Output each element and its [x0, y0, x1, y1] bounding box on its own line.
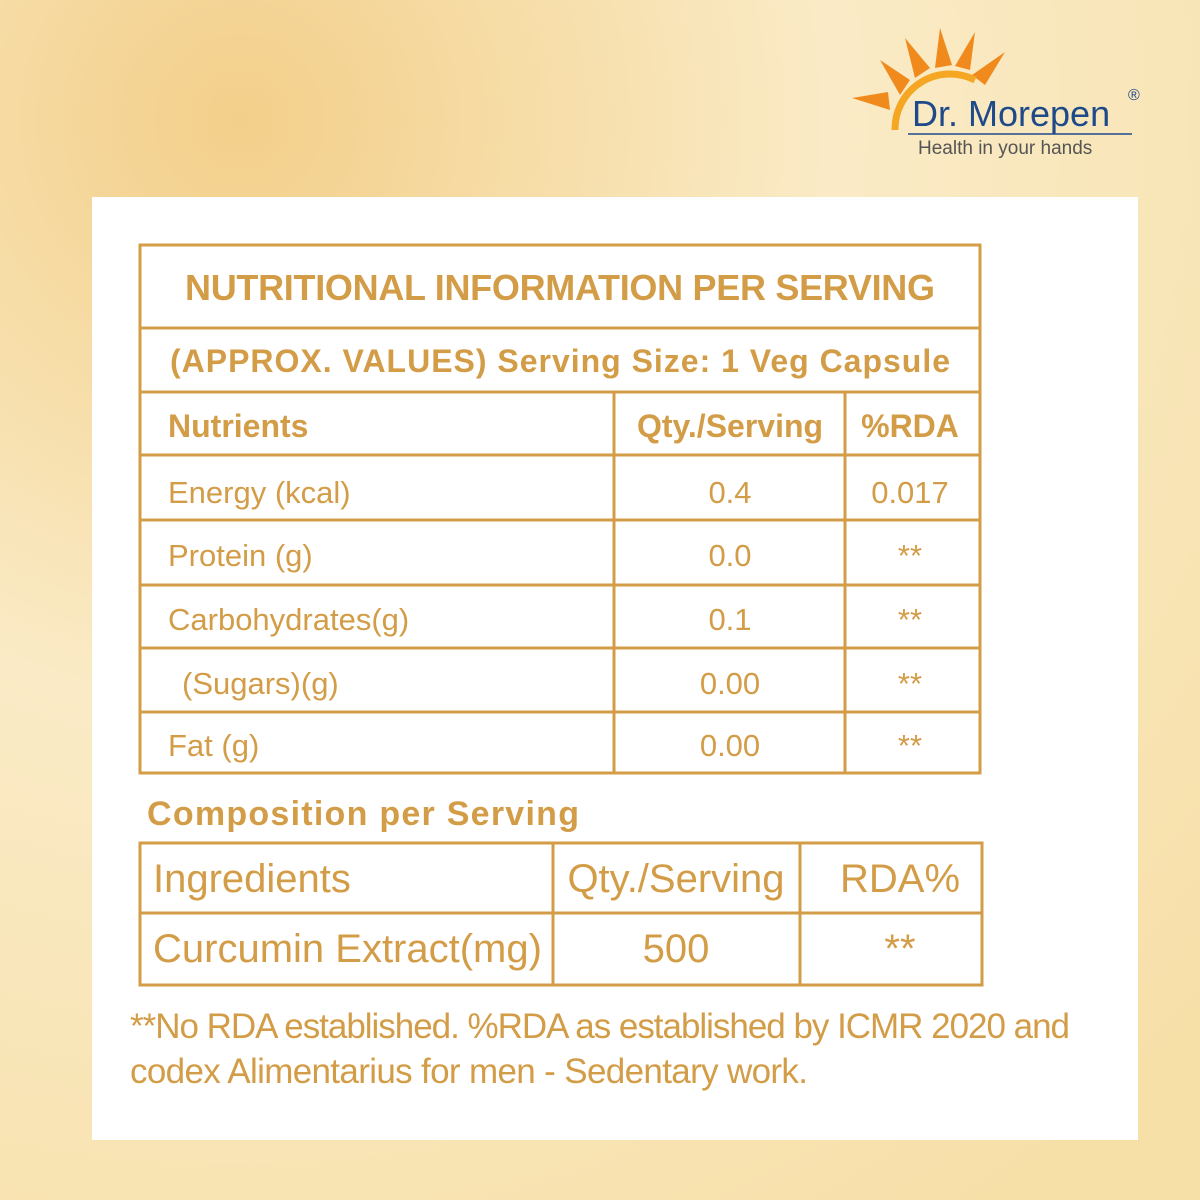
footnote-line: **No RDA established. %RDA as establishe… [130, 1007, 1070, 1046]
registered-mark: ® [1128, 87, 1140, 104]
header-cell: Nutrients [168, 408, 308, 444]
composition-title: Composition per Serving [147, 795, 579, 833]
cell: 0.00 [700, 728, 760, 763]
cell: 0.017 [871, 475, 949, 510]
cell: Protein (g) [168, 538, 313, 573]
cell: Curcumin Extract(mg) [153, 927, 542, 971]
header-cell: Qty./Serving [567, 857, 784, 901]
header-cell: Qty./Serving [637, 408, 823, 444]
cell: Fat (g) [168, 728, 259, 763]
nutrition-subtitle: (APPROX. VALUES) Serving Size: 1 Veg Cap… [170, 343, 950, 379]
cell: 0.0 [708, 538, 751, 573]
table-rules [140, 843, 982, 985]
table-border [138, 243, 982, 775]
cell: ** [884, 927, 915, 971]
logo: Dr. Morepen ® Health in your hands [852, 28, 1140, 159]
cell: Energy (kcal) [168, 475, 351, 510]
footnote-line: codex Alimentarius for men - Sedentary w… [130, 1052, 808, 1091]
nutrition-cells: Nutrients Qty./Serving %RDA Energy (kcal) 0.… [168, 408, 959, 763]
header-cell: Ingredients [153, 857, 351, 901]
cell: Carbohydrates(g) [168, 602, 409, 637]
cell: 0.4 [708, 475, 751, 510]
nutrition-table: NUTRITIONAL INFORMATION PER SERVING (APP… [138, 243, 982, 775]
cell: ** [898, 538, 922, 573]
cell: ** [898, 728, 922, 763]
nutrition-title: NUTRITIONAL INFORMATION PER SERVING [185, 267, 935, 308]
header-cell: %RDA [861, 408, 959, 444]
composition-cells: Ingredients Qty./Serving RDA% Curcumin Extr… [153, 857, 960, 971]
cell: 0.1 [708, 602, 751, 637]
cell: 0.00 [700, 666, 760, 701]
composition-table: Ingredients Qty./Serving RDA% Curcumin Extr… [138, 841, 984, 987]
cell: ** [898, 666, 922, 701]
table-rules [140, 326, 980, 773]
tagline: Health in your hands [918, 138, 1092, 159]
header-cell: RDA% [840, 857, 960, 901]
cell: 500 [643, 927, 710, 971]
cell: (Sugars)(g) [182, 666, 339, 701]
brand: Dr. Morepen [912, 93, 1110, 134]
cell: ** [898, 602, 922, 637]
